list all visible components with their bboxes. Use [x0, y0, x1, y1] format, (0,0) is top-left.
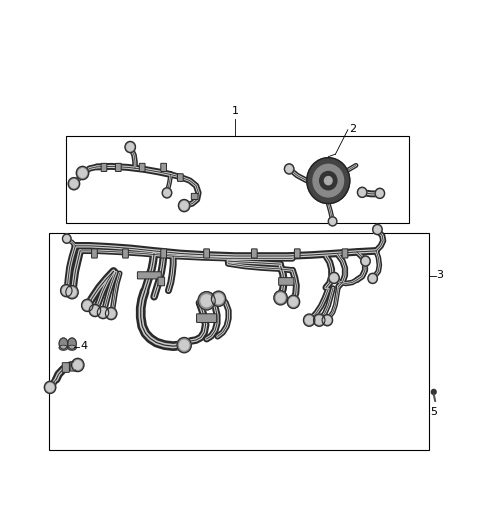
Circle shape [68, 178, 80, 190]
Circle shape [307, 158, 350, 204]
Circle shape [60, 285, 72, 297]
Circle shape [214, 294, 223, 304]
Circle shape [315, 316, 323, 324]
Text: 1: 1 [232, 106, 239, 116]
Circle shape [62, 234, 71, 243]
Bar [66, 136, 409, 223]
Circle shape [370, 275, 376, 282]
Circle shape [374, 226, 381, 233]
Circle shape [177, 337, 192, 353]
Circle shape [180, 340, 189, 350]
FancyBboxPatch shape [161, 249, 167, 258]
Text: 2: 2 [349, 124, 356, 134]
FancyBboxPatch shape [279, 278, 294, 285]
Circle shape [303, 314, 315, 326]
Circle shape [108, 310, 115, 317]
Bar [49, 233, 429, 450]
FancyBboxPatch shape [122, 249, 128, 258]
Circle shape [84, 302, 91, 309]
Circle shape [211, 291, 226, 306]
Circle shape [284, 164, 294, 174]
Text: 3: 3 [437, 270, 444, 281]
FancyBboxPatch shape [158, 277, 165, 286]
FancyBboxPatch shape [137, 272, 161, 279]
FancyBboxPatch shape [294, 249, 300, 258]
Circle shape [70, 180, 78, 188]
Circle shape [324, 177, 332, 185]
Circle shape [331, 274, 337, 282]
Circle shape [99, 309, 107, 316]
Circle shape [358, 187, 367, 198]
Circle shape [66, 286, 78, 299]
Circle shape [361, 256, 370, 266]
Circle shape [287, 295, 300, 308]
Circle shape [106, 307, 117, 319]
Circle shape [289, 297, 298, 306]
FancyBboxPatch shape [92, 249, 97, 258]
Circle shape [198, 292, 215, 310]
Circle shape [368, 273, 377, 284]
Circle shape [377, 190, 383, 197]
Circle shape [322, 314, 333, 326]
Circle shape [89, 304, 101, 316]
FancyBboxPatch shape [197, 314, 216, 323]
FancyBboxPatch shape [70, 362, 76, 371]
Circle shape [305, 316, 313, 324]
Ellipse shape [59, 338, 68, 349]
FancyBboxPatch shape [116, 163, 121, 172]
Circle shape [44, 381, 56, 394]
Ellipse shape [59, 345, 68, 350]
FancyBboxPatch shape [342, 249, 348, 258]
FancyBboxPatch shape [101, 163, 107, 172]
FancyBboxPatch shape [204, 249, 209, 258]
FancyBboxPatch shape [139, 163, 145, 172]
Circle shape [47, 383, 54, 391]
Circle shape [330, 219, 336, 224]
Circle shape [76, 166, 89, 180]
Circle shape [320, 172, 337, 190]
Circle shape [274, 291, 287, 305]
Circle shape [162, 188, 172, 198]
Circle shape [375, 188, 384, 199]
Circle shape [313, 164, 344, 197]
FancyBboxPatch shape [161, 163, 167, 172]
Circle shape [313, 314, 325, 326]
FancyBboxPatch shape [252, 249, 257, 258]
Circle shape [79, 168, 86, 177]
Circle shape [164, 189, 170, 196]
Circle shape [127, 143, 133, 151]
Circle shape [324, 316, 331, 324]
Circle shape [180, 202, 188, 209]
Circle shape [72, 358, 84, 372]
Circle shape [201, 295, 212, 307]
Ellipse shape [68, 338, 76, 349]
Circle shape [97, 306, 109, 318]
Circle shape [64, 236, 70, 242]
Circle shape [62, 287, 70, 294]
FancyBboxPatch shape [62, 362, 70, 372]
Circle shape [68, 288, 76, 296]
Circle shape [329, 272, 339, 284]
FancyBboxPatch shape [178, 174, 183, 181]
Circle shape [82, 300, 93, 311]
FancyBboxPatch shape [192, 194, 198, 200]
Circle shape [328, 217, 337, 226]
Circle shape [362, 258, 369, 264]
Circle shape [359, 189, 365, 196]
Circle shape [372, 224, 382, 234]
Circle shape [74, 360, 82, 369]
Circle shape [432, 390, 436, 395]
Circle shape [179, 200, 190, 211]
Circle shape [125, 141, 135, 153]
Ellipse shape [68, 345, 76, 350]
Text: 5: 5 [430, 407, 437, 417]
Circle shape [286, 165, 292, 172]
Circle shape [276, 293, 285, 303]
Text: 4: 4 [80, 341, 87, 351]
Circle shape [91, 307, 99, 314]
